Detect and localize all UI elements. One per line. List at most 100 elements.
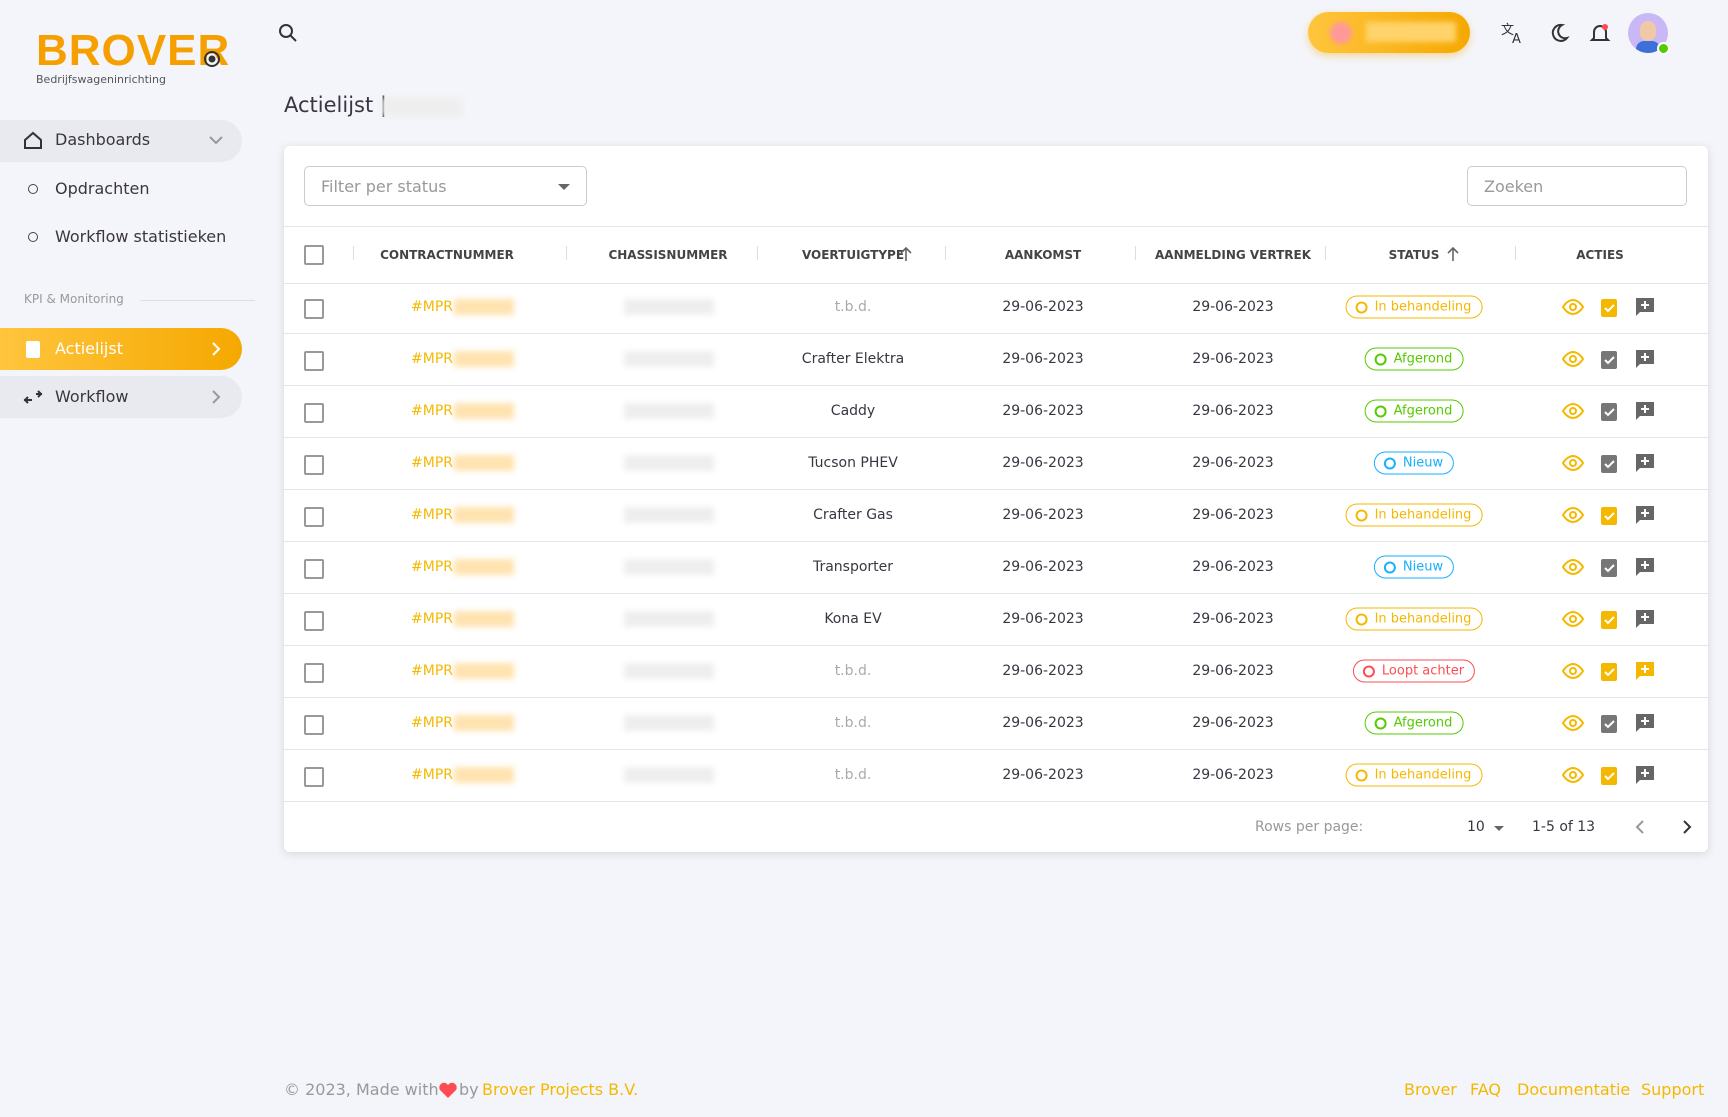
status-chip: In behandeling (1345, 295, 1483, 319)
avatar[interactable] (1628, 13, 1668, 53)
prev-page[interactable] (1629, 816, 1651, 838)
search-input[interactable]: Zoeken (1467, 166, 1687, 206)
nav-item[interactable]: Workflow (55, 387, 129, 406)
comment-action[interactable] (1634, 712, 1656, 734)
user-button[interactable] (1308, 12, 1470, 53)
contract-link[interactable]: #MPR (411, 767, 453, 783)
footer-link[interactable]: Support (1641, 1080, 1705, 1099)
view-action[interactable] (1562, 504, 1584, 526)
status-chip: Loopt achter (1352, 659, 1476, 683)
sort-icon[interactable] (1442, 243, 1464, 265)
nav-item[interactable]: Dashboards (55, 130, 151, 149)
nav-item[interactable]: Workflow statistieken (55, 227, 227, 246)
search-icon[interactable] (277, 22, 299, 44)
comment-action[interactable] (1634, 556, 1656, 578)
comment-action[interactable] (1634, 452, 1656, 474)
comment-action[interactable] (1634, 400, 1656, 422)
nav-item[interactable]: Opdrachten (55, 179, 150, 198)
pin-toggle[interactable] (203, 50, 221, 68)
check-action[interactable] (1598, 764, 1620, 786)
comment-action[interactable] (1634, 296, 1656, 318)
nav-icon (23, 390, 43, 404)
expand-icon (209, 136, 223, 145)
view-action[interactable] (1562, 660, 1584, 682)
comment-action[interactable] (1634, 608, 1656, 630)
status-filter[interactable]: Filter per status (304, 166, 587, 206)
nav-item-bg[interactable] (0, 376, 242, 418)
contract-link[interactable]: #MPR (411, 611, 453, 627)
translate-icon[interactable]: 文A (1500, 20, 1526, 46)
nav-item[interactable]: Actielijst (55, 339, 123, 358)
checkbox[interactable] (304, 559, 324, 579)
departure: 29-06-2023 (1192, 507, 1274, 523)
nav-item-bg[interactable] (0, 328, 242, 370)
footer-link[interactable]: Brover (1404, 1080, 1457, 1099)
column-header[interactable]: AANMELDING VERTREK (1154, 248, 1312, 262)
view-action[interactable] (1562, 712, 1584, 734)
comment-action[interactable] (1634, 660, 1656, 682)
contract-link[interactable]: #MPR (411, 351, 453, 367)
table-header (284, 226, 1708, 284)
arrival: 29-06-2023 (1002, 715, 1084, 731)
checkbox[interactable] (304, 767, 324, 787)
view-action[interactable] (1562, 764, 1584, 786)
comment-action[interactable] (1634, 764, 1656, 786)
checkbox[interactable] (304, 299, 324, 319)
next-page[interactable] (1676, 816, 1698, 838)
view-action[interactable] (1562, 452, 1584, 474)
check-action[interactable] (1598, 348, 1620, 370)
checkbox[interactable] (304, 455, 324, 475)
contract-link[interactable]: #MPR (411, 715, 453, 731)
check-action[interactable] (1598, 400, 1620, 422)
redacted (454, 507, 514, 523)
contract-link[interactable]: #MPR (411, 559, 453, 575)
checkbox[interactable] (304, 663, 324, 683)
contract-link[interactable]: #MPR (411, 455, 453, 471)
column-header[interactable]: CONTRACTNUMMER (380, 248, 514, 262)
view-action[interactable] (1562, 348, 1584, 370)
redacted (624, 455, 714, 471)
rows-per-page[interactable]: 10 (1467, 819, 1485, 835)
checkbox[interactable] (304, 403, 324, 423)
checkbox[interactable] (304, 245, 324, 265)
check-action[interactable] (1598, 660, 1620, 682)
column-header[interactable]: CHASSISNUMMER (608, 248, 728, 262)
footer-link[interactable]: FAQ (1470, 1080, 1501, 1099)
contract-link[interactable]: #MPR (411, 663, 453, 679)
check-action[interactable] (1598, 608, 1620, 630)
footer-link[interactable]: Documentatie (1517, 1080, 1631, 1099)
vehicle-type: Crafter Gas (813, 507, 893, 523)
sort-icon[interactable] (895, 243, 917, 265)
departure: 29-06-2023 (1192, 767, 1274, 783)
column-header[interactable]: ACTIES (1576, 248, 1624, 262)
view-action[interactable] (1562, 296, 1584, 318)
checkbox[interactable] (304, 611, 324, 631)
comment-action[interactable] (1634, 348, 1656, 370)
check-action[interactable] (1598, 452, 1620, 474)
checkbox[interactable] (304, 715, 324, 735)
view-action[interactable] (1562, 556, 1584, 578)
view-action[interactable] (1562, 400, 1584, 422)
dropdown-icon[interactable] (1488, 817, 1510, 839)
company-link[interactable]: Brover Projects B.V. (482, 1080, 639, 1099)
check-action[interactable] (1598, 296, 1620, 318)
theme-icon[interactable] (1548, 22, 1570, 44)
arrival: 29-06-2023 (1002, 299, 1084, 315)
redacted (624, 611, 714, 627)
arrival: 29-06-2023 (1002, 403, 1084, 419)
contract-link[interactable]: #MPR (411, 507, 453, 523)
check-action[interactable] (1598, 504, 1620, 526)
checkbox[interactable] (304, 507, 324, 527)
search-placeholder: Zoeken (1484, 177, 1544, 196)
column-header[interactable]: STATUS (1388, 248, 1440, 262)
view-action[interactable] (1562, 608, 1584, 630)
column-header[interactable]: AANKOMST (1004, 248, 1082, 262)
checkbox[interactable] (304, 351, 324, 371)
comment-action[interactable] (1634, 504, 1656, 526)
contract-link[interactable]: #MPR (411, 403, 453, 419)
check-action[interactable] (1598, 556, 1620, 578)
check-action[interactable] (1598, 712, 1620, 734)
notification-icon[interactable] (1589, 22, 1611, 44)
contract-link[interactable]: #MPR (411, 299, 453, 315)
column-header[interactable]: VOERTUIGTYPE (801, 248, 905, 262)
